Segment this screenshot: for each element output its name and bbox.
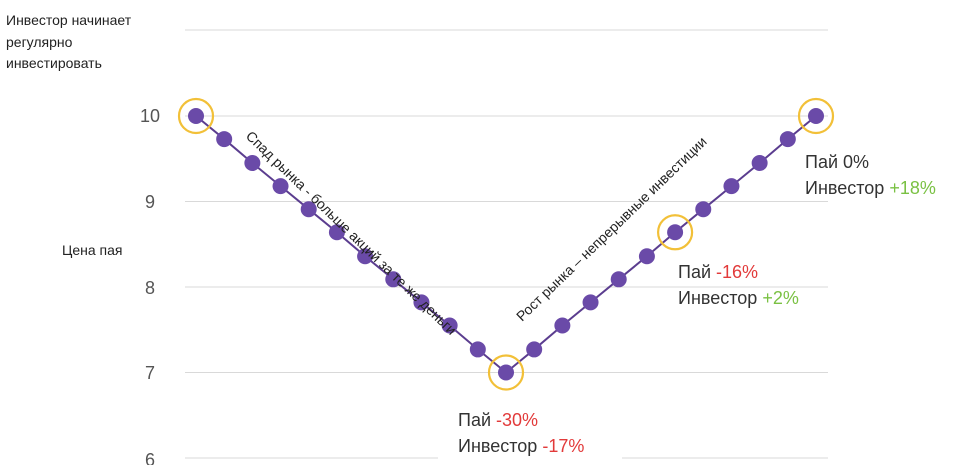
data-point [723, 178, 739, 194]
pay-label: Пай [805, 152, 843, 172]
data-point [498, 365, 514, 381]
data-point [639, 248, 655, 264]
investor-label: Инвестор [805, 178, 889, 198]
annotation-mid-investor: Инвестор +2% [678, 288, 799, 308]
investor-value: +18% [889, 178, 936, 198]
series-line [196, 116, 816, 373]
data-point [554, 317, 570, 333]
data-point [780, 131, 796, 147]
top-note-line-2: регулярно [6, 34, 73, 50]
data-point [470, 341, 486, 357]
data-point [526, 341, 542, 357]
pay-value: 0% [843, 152, 869, 172]
y-tick-label: 8 [145, 278, 155, 298]
pay-value: -16% [716, 262, 758, 282]
investor-value: +2% [762, 288, 799, 308]
data-point [695, 201, 711, 217]
pay-value: -30% [496, 410, 538, 430]
decline-segment-label: Спад рынка - больше акций за те же деньг… [243, 128, 460, 338]
grid-lines [185, 30, 828, 458]
y-tick-label: 9 [145, 192, 155, 212]
y-tick-label: 6 [145, 450, 155, 465]
annotation-bottom-pay: Пай -30% [458, 410, 538, 430]
top-note-line-3: инвестировать [6, 55, 102, 71]
top-note-line-1: Инвестор начинает [6, 12, 132, 28]
data-point [611, 271, 627, 287]
y-tick-label: 10 [140, 106, 160, 126]
annotation-bottom-investor: Инвестор -17% [458, 436, 584, 456]
investor-label: Инвестор [678, 288, 762, 308]
y-axis-title: Цена пая [62, 242, 123, 258]
investor-label: Инвестор [458, 436, 542, 456]
data-point [244, 155, 260, 171]
series-line-group [179, 99, 833, 390]
annotation-mid-pay: Пай -16% [678, 262, 758, 282]
y-tick-labels: 6 7 8 9 10 [140, 106, 160, 465]
data-point [583, 294, 599, 310]
pay-label: Пай [678, 262, 716, 282]
pay-label: Пай [458, 410, 496, 430]
data-point [188, 108, 204, 124]
annotation-top-investor: Инвестор +18% [805, 178, 936, 198]
y-tick-label: 7 [145, 363, 155, 383]
investor-value: -17% [542, 436, 584, 456]
data-point [667, 224, 683, 240]
annotation-top-pay: Пай 0% [805, 152, 869, 172]
data-point [752, 155, 768, 171]
data-point [808, 108, 824, 124]
data-point [216, 131, 232, 147]
